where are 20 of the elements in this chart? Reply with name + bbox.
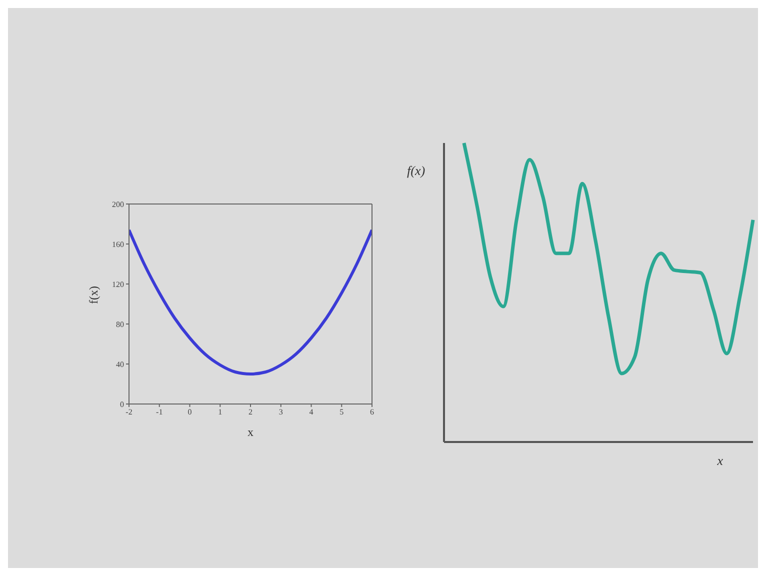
y-tick-label: 80 <box>116 320 124 329</box>
y-tick-label: 40 <box>116 360 124 369</box>
x-axis-title: x <box>248 425 254 439</box>
x-tick-label: -2 <box>126 408 132 417</box>
y-tick-label: 120 <box>112 280 124 289</box>
y-tick-label: 200 <box>112 200 124 209</box>
y-tick-label: 0 <box>120 400 124 409</box>
line-series <box>129 228 372 376</box>
x-tick-label: 5 <box>340 408 344 417</box>
y-tick-label: 160 <box>112 240 124 249</box>
y-axis-title: f(x) <box>407 163 426 179</box>
x-axis-title: x <box>717 453 723 469</box>
x-tick-label: 4 <box>309 408 314 417</box>
x-tick-label: 2 <box>248 408 252 417</box>
x-tick-label: -1 <box>156 408 163 417</box>
x-tick-label: 3 <box>278 408 283 417</box>
x-tick-label: 0 <box>188 408 192 417</box>
y-axis-title: f(x) <box>86 286 100 304</box>
x-tick-label: 6 <box>370 408 374 417</box>
x-tick-label: 1 <box>218 408 222 417</box>
